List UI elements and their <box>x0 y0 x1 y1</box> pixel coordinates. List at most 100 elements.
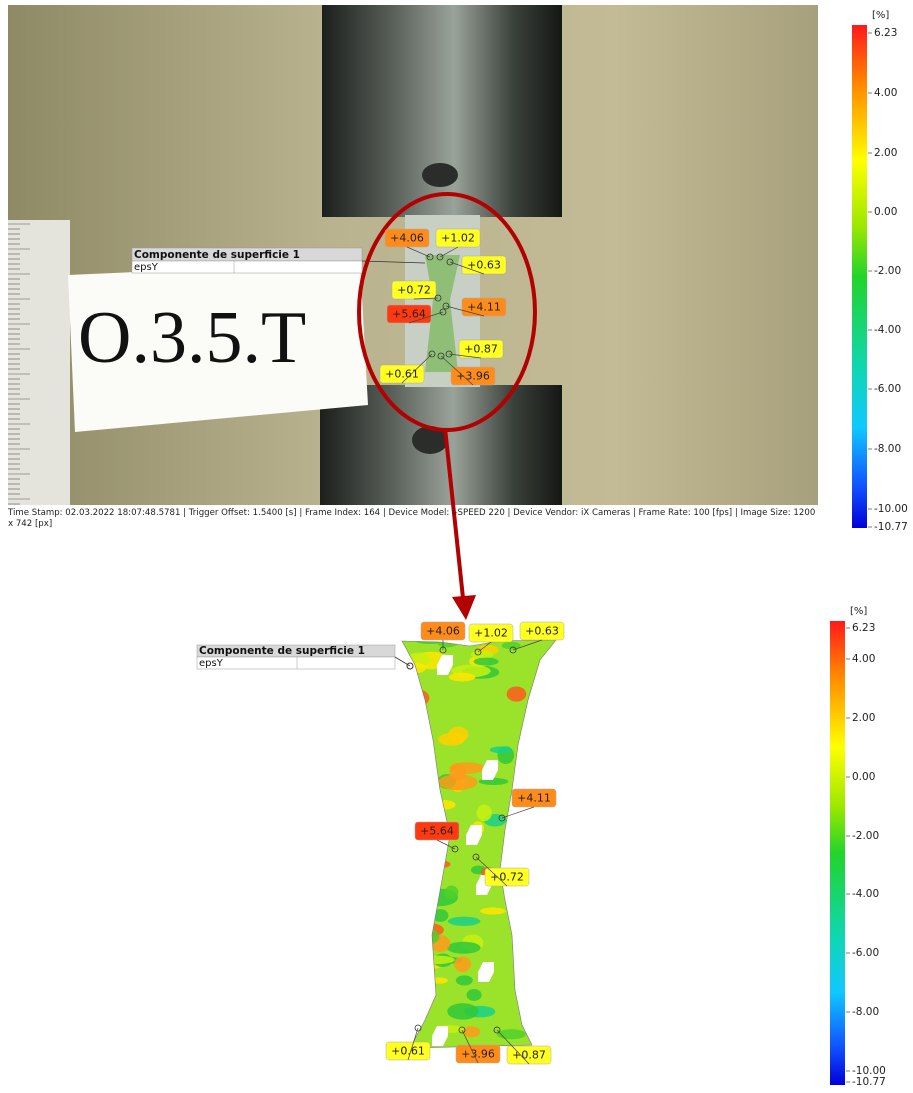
strain-blob <box>463 1026 480 1037</box>
strain-blob <box>406 758 430 772</box>
strain-blob <box>401 739 427 751</box>
strain-blob <box>490 746 512 753</box>
point-label: +0.72 <box>397 284 431 297</box>
strain-blob <box>503 850 530 863</box>
strain-blob <box>531 931 544 941</box>
strain-blob <box>449 762 484 774</box>
strain-blob <box>511 903 527 912</box>
component-row <box>197 657 395 669</box>
strain-blob <box>522 857 562 871</box>
strain-blob <box>392 782 420 793</box>
point-label: +4.06 <box>390 232 424 245</box>
colorbar-tick-label: -10.77 <box>874 521 908 533</box>
strain-blob <box>467 989 482 1001</box>
colorbar-tick-label: 6.23 <box>874 27 897 39</box>
point-label: +1.02 <box>441 232 475 245</box>
point-label: +0.87 <box>512 1049 546 1062</box>
strain-blob <box>531 963 569 972</box>
strain-blob <box>532 869 546 877</box>
strain-blob <box>507 686 527 701</box>
strain-blob <box>528 826 547 839</box>
strain-blob <box>535 966 559 973</box>
strain-blob <box>412 801 430 812</box>
strain-blob <box>518 939 546 956</box>
colorbar-tick-label: -4.00 <box>874 324 901 336</box>
colorbar-tick-label: -8.00 <box>852 1006 879 1018</box>
colorbar-tick-label: 4.00 <box>852 653 875 665</box>
canvas: O.3.5.T Componente de superficie 1 epsY … <box>0 0 913 1093</box>
colorbar-unit: [%] <box>850 606 867 617</box>
colorbar-tick-label: -4.00 <box>852 888 879 900</box>
strain-blob <box>535 821 571 834</box>
strain-blob <box>529 777 548 786</box>
colorbar <box>852 25 867 528</box>
strain-blob <box>536 767 560 779</box>
strain-blob <box>438 774 477 790</box>
strain-blob <box>411 928 439 946</box>
strain-blob <box>412 923 444 937</box>
strain-blob <box>431 977 448 983</box>
colorbar-ticks: 6.23 4.00 2.00 0.00 -2.00 -4.00 -6.00 -8.00 -10.… <box>846 622 886 1088</box>
colorbar-unit: [%] <box>872 10 889 21</box>
strain-blob <box>477 804 492 821</box>
point-label: +0.63 <box>525 625 559 638</box>
point-label: +4.06 <box>426 625 460 638</box>
point-label: +4.11 <box>467 301 501 314</box>
strain-blob <box>480 907 506 914</box>
point-label: +4.11 <box>517 792 551 805</box>
colorbar-tick-label: -6.00 <box>874 383 901 395</box>
component-title: Componente de superficie 1 <box>134 249 300 261</box>
colorbar-tick-label: -2.00 <box>852 830 879 842</box>
strain-blob <box>454 956 471 972</box>
colorbar-tick-label: -10.77 <box>852 1076 886 1088</box>
strain-blob <box>391 852 426 868</box>
point-label: +3.96 <box>461 1048 495 1061</box>
colorbar-tick-label: -8.00 <box>874 443 901 455</box>
strain-blob <box>530 700 542 716</box>
point-label: +5.64 <box>392 308 426 321</box>
colorbar-tick-label: 4.00 <box>874 87 897 99</box>
strain-blob <box>456 975 473 985</box>
strain-blob <box>423 956 454 964</box>
point-label: +0.72 <box>490 871 524 884</box>
component-row <box>132 261 362 273</box>
strain-blob <box>526 819 562 830</box>
strain-blob <box>419 770 434 780</box>
point-label: +3.96 <box>456 370 490 383</box>
colorbar-tick-label: -2.00 <box>874 265 901 277</box>
specimen-label: O.3.5.T <box>78 297 306 379</box>
strain-blob <box>474 658 499 666</box>
point-label: +0.61 <box>385 368 419 381</box>
colorbar-tick-label: 0.00 <box>852 771 875 783</box>
point-label: +5.64 <box>420 825 454 838</box>
strain-blob <box>519 820 543 829</box>
strain-blob <box>528 908 550 923</box>
page: {"top_panel": { "photo_label": "O.3.5.T"… <box>0 0 913 1093</box>
strain-blob <box>471 650 494 658</box>
point-label: +0.87 <box>464 343 498 356</box>
strain-blob <box>429 860 450 868</box>
strain-blob <box>425 853 446 859</box>
arrow-head <box>452 595 476 620</box>
colorbar-tick-label: -6.00 <box>852 947 879 959</box>
strain-blob <box>402 938 427 951</box>
ruler <box>8 220 70 505</box>
strain-blob <box>447 1003 478 1019</box>
strain-blob <box>542 891 561 900</box>
strain-blob <box>448 917 481 926</box>
strain-blob <box>438 733 465 746</box>
colorbar-tick-label: -10.00 <box>874 503 908 515</box>
point-label: +0.61 <box>391 1045 425 1058</box>
colorbar-tick-label: 2.00 <box>874 147 897 159</box>
strain-blob <box>536 673 558 680</box>
strain-blob <box>409 663 426 673</box>
strain-blob <box>449 673 476 682</box>
point-label: +1.02 <box>474 627 508 640</box>
colorbar-tick-label: 0.00 <box>874 206 897 218</box>
colorbar-tick-label: 2.00 <box>852 712 875 724</box>
component-title: Componente de superficie 1 <box>199 645 365 657</box>
colorbar-ticks: 6.23 4.00 2.00 0.00 -2.00 -4.00 -6.00 -8.00 -10.… <box>868 27 908 533</box>
strain-blob <box>545 903 561 917</box>
component-quantity: epsY <box>134 262 159 273</box>
colorbar-tick-label: 6.23 <box>852 622 875 634</box>
